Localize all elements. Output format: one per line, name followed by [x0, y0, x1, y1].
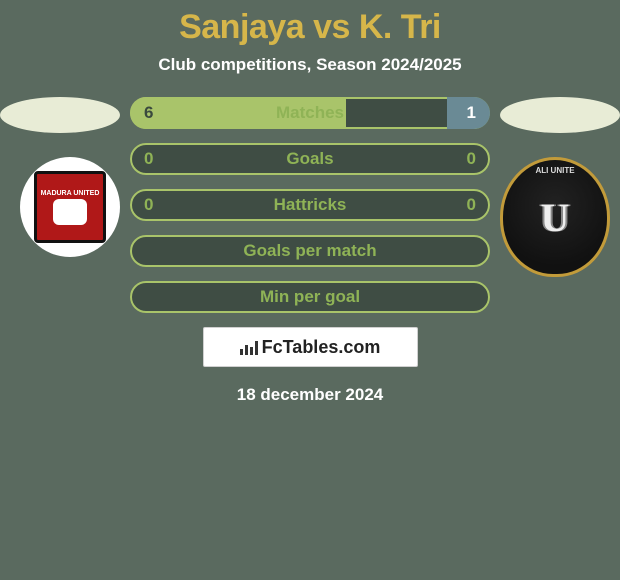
stat-left-value: 6	[144, 103, 153, 123]
club-crest-right: ALI UNITE U	[500, 157, 610, 277]
stats-rows: 6 1 Matches 0 0 Goals 0 0 Hattricks Goals per mat…	[130, 97, 490, 313]
stat-row: 6 1 Matches	[130, 97, 490, 129]
branding-text: FcTables.com	[262, 337, 381, 358]
page-title: Sanjaya vs K. Tri	[0, 0, 620, 47]
stat-row: 0 0 Hattricks	[130, 189, 490, 221]
bar-chart-icon	[240, 339, 258, 355]
stat-row: Min per goal	[130, 281, 490, 313]
title-player-a: Sanjaya	[179, 8, 304, 46]
content-area: MADURA UNITED ALI UNITE U 6 1 Matches 0 0 Goa…	[0, 97, 620, 405]
stat-right-value: 1	[467, 103, 476, 123]
stat-label: Hattricks	[274, 195, 347, 215]
club-crest-left: MADURA UNITED	[20, 157, 120, 257]
branding-box: FcTables.com	[203, 327, 418, 367]
title-vs: vs	[313, 8, 350, 46]
stat-right-value: 0	[467, 149, 476, 169]
snapshot-date: 18 december 2024	[0, 385, 620, 405]
stat-row: Goals per match	[130, 235, 490, 267]
stat-label: Matches	[276, 103, 344, 123]
crest-left-badge: MADURA UNITED	[34, 171, 106, 243]
crest-right-text: ALI UNITE	[535, 166, 574, 175]
title-player-b: K. Tri	[359, 8, 441, 46]
stat-row: 0 0 Goals	[130, 143, 490, 175]
subtitle: Club competitions, Season 2024/2025	[0, 55, 620, 75]
crest-right-icon: U	[541, 194, 570, 241]
player-a-ellipse	[0, 97, 120, 133]
stat-label: Goals	[286, 149, 333, 169]
infographic-container: Sanjaya vs K. Tri Club competitions, Sea…	[0, 0, 620, 580]
crest-left-icon	[53, 199, 87, 225]
stat-label: Min per goal	[260, 287, 360, 307]
stat-right-value: 0	[467, 195, 476, 215]
player-b-ellipse	[500, 97, 620, 133]
stat-left-value: 0	[144, 195, 153, 215]
stat-label: Goals per match	[243, 241, 376, 261]
crest-left-text: MADURA UNITED	[41, 190, 100, 197]
stat-left-value: 0	[144, 149, 153, 169]
